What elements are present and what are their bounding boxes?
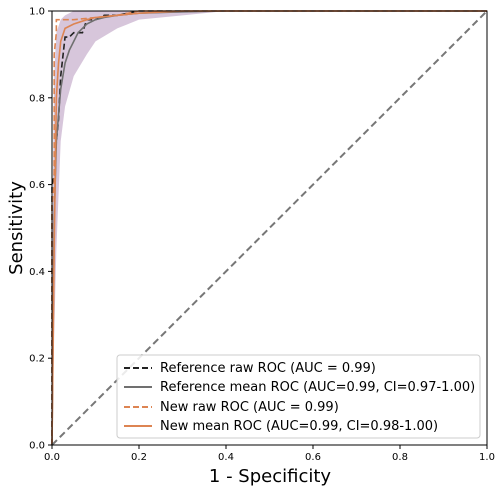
x-tick-label: 1.0 [479,452,495,463]
y-tick-label: 0.0 [29,441,45,452]
x-tick-label: 0.2 [131,452,147,463]
y-axis-title: Sensitivity [6,181,27,275]
y-tick-label: 1.0 [29,7,45,18]
legend-label-new-mean: New mean ROC (AUC=0.99, CI=0.98-1.00) [160,419,438,434]
legend-label-reference-raw: Reference raw ROC (AUC = 0.99) [160,361,376,376]
x-axis-ticks: 0.0 0.2 0.4 0.6 0.8 1.0 [44,445,495,463]
y-tick-label: 0.2 [29,354,45,365]
x-tick-label: 0.0 [44,452,60,463]
legend: Reference raw ROC (AUC = 0.99) Reference… [116,354,481,439]
y-tick-label: 0.8 [29,93,45,104]
y-tick-label: 0.4 [29,267,45,278]
plot-frame [51,10,488,446]
legend-label-new-raw: New raw ROC (AUC = 0.99) [160,400,339,415]
x-tick-label: 0.6 [305,452,321,463]
legend-label-reference-mean: Reference mean ROC (AUC=0.99, CI=0.97-1.… [160,380,475,395]
x-tick-label: 0.8 [392,452,408,463]
x-axis-title: 1 - Specificity [209,466,332,487]
x-tick-label: 0.4 [218,452,234,463]
legend-box [116,354,481,439]
y-tick-label: 0.6 [29,180,45,191]
y-axis-ticks: 0.0 0.2 0.4 0.6 0.8 1.0 [29,7,52,452]
